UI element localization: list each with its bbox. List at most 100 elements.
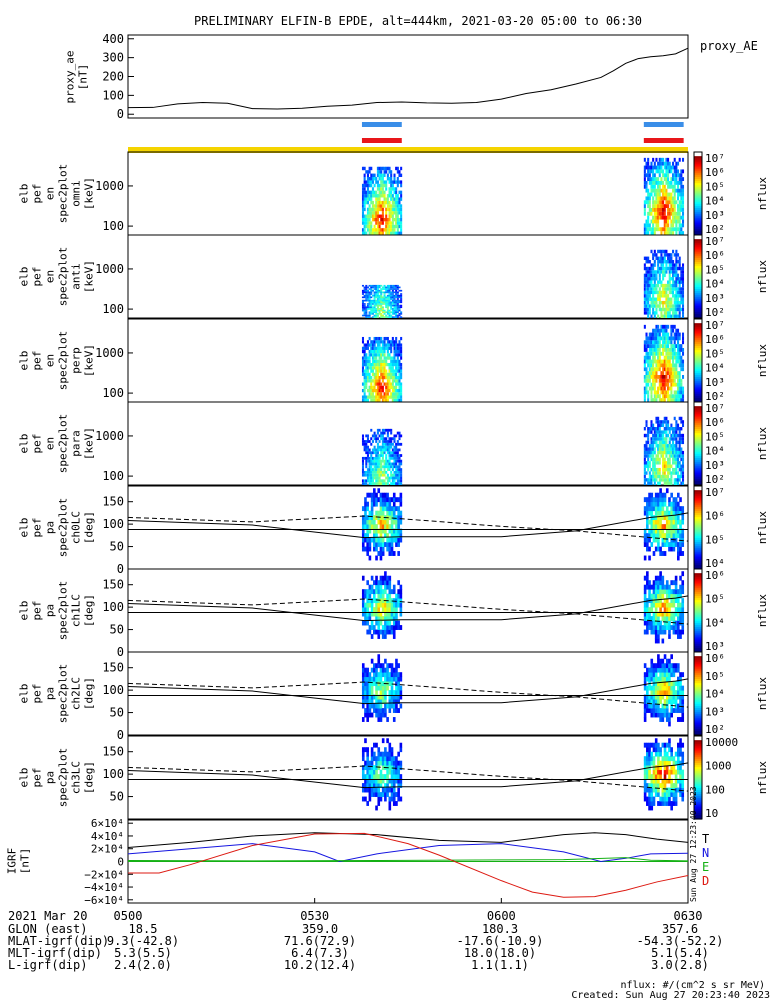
spectrogram-cell (652, 367, 655, 372)
spectrogram-cell (677, 398, 680, 402)
spectrogram-cell (647, 227, 650, 232)
spectrogram-cell (396, 448, 399, 452)
pitch-angle-cell (677, 616, 680, 621)
pitch-angle-cell (368, 778, 372, 784)
spectrogram-cell (370, 299, 373, 302)
spectrogram-cell (365, 291, 368, 294)
spectrogram-cell (391, 288, 394, 290)
spectrogram-cell (391, 382, 394, 386)
spectrogram-cell (383, 440, 386, 443)
spectrogram-cell (663, 290, 666, 295)
spectrogram-cell (655, 270, 658, 274)
pitch-angle-cell (361, 690, 365, 696)
pitch-angle-cell (672, 681, 676, 687)
spectrogram-cell (363, 470, 366, 474)
spectrogram-cell (670, 181, 673, 185)
pitch-angle-cell (663, 667, 667, 673)
colorbar-cell (694, 533, 702, 537)
spectrogram-cell (653, 378, 656, 383)
colorbar-cell (694, 703, 702, 707)
spectrogram-cell (677, 196, 680, 201)
spectrogram-cell (662, 256, 665, 261)
pitch-angle-cell (681, 533, 685, 538)
pitch-angle-cell (646, 747, 649, 753)
spectrogram-cell (363, 304, 366, 307)
spectrogram-cell (391, 296, 394, 299)
spectrogram-cell (673, 471, 676, 475)
pitch-angle-cell (665, 611, 669, 617)
spectrogram-cell (655, 390, 658, 395)
pitch-angle-cell (677, 510, 680, 516)
pitch-angle-cell (652, 676, 656, 682)
spectrogram-cell (375, 451, 378, 455)
spectrogram-cell (675, 355, 678, 360)
colorbar-cell (694, 333, 702, 337)
spectrogram-cell (652, 304, 655, 308)
spectrogram-cell (660, 249, 663, 254)
pitch-angle-cell (377, 756, 381, 762)
colorbar-cell (694, 460, 702, 463)
pitch-angle-cell (681, 519, 685, 525)
spectrogram-cell (655, 200, 658, 205)
spectrogram-cell (680, 215, 683, 220)
spectrogram-cell (673, 467, 676, 472)
spectrogram-cell (655, 204, 658, 209)
pitch-angle-cell (643, 783, 647, 788)
spectrogram-cell (660, 215, 663, 220)
pitch-angle-cell (659, 712, 662, 718)
spectrogram-cell (370, 183, 373, 188)
pitch-angle-cell (661, 551, 665, 556)
spectrogram-cell (648, 211, 651, 216)
spectrogram-cell (650, 184, 653, 189)
spectrogram-cell (657, 280, 660, 284)
spectrogram-cell (657, 270, 660, 274)
spectrogram-cell (383, 284, 386, 287)
pitch-angle-cell (663, 801, 667, 806)
pitch-angle-cell (388, 524, 392, 530)
spectrogram-cell (365, 482, 368, 485)
colorbar-cell (694, 203, 702, 207)
spectrogram-cell (673, 378, 676, 383)
pitch-angle-cell (668, 634, 671, 639)
spectrogram-cell (662, 437, 665, 441)
spectrogram-cell (391, 456, 394, 460)
spectrogram-cell (675, 328, 678, 333)
spectrogram-cell (680, 266, 683, 271)
colorbar-cell (694, 498, 702, 502)
spectrogram-cell (667, 169, 670, 174)
pitch-angle-cell (657, 747, 660, 753)
spectrogram-cell (371, 187, 374, 191)
pitch-angle-cell (370, 792, 374, 797)
pitch-angle-cell (364, 667, 367, 673)
spectrogram-cell (678, 447, 681, 451)
spectrogram-cell (663, 474, 666, 479)
pitch-angle-cell (674, 681, 678, 687)
spectrogram-cell (653, 192, 656, 197)
pitch-angle-cell (368, 703, 372, 709)
pitch-angle-cell (654, 528, 658, 534)
pitch-angle-cell (399, 607, 403, 613)
colorbar-tick-label: 10⁶ (705, 569, 725, 582)
spectrogram-cell (391, 200, 394, 205)
spectrogram-cell (643, 165, 646, 170)
pitch-angle-cell (384, 519, 387, 525)
spectrogram-cell (675, 447, 678, 451)
spectrogram-cell (643, 184, 646, 189)
spectrogram-cell (658, 423, 661, 428)
spectrogram-cell (371, 289, 374, 292)
spectrogram-cell (388, 479, 391, 483)
pitch-angle-cell (373, 515, 376, 521)
spectrogram-cell (658, 300, 661, 305)
pitch-angle-cell (677, 611, 680, 617)
pitch-angle-cell (646, 756, 649, 762)
spectrogram-cell (365, 434, 368, 438)
spectrogram-cell (673, 447, 676, 451)
spectrogram-cell (363, 362, 366, 367)
pitch-angle-cell (681, 756, 685, 762)
spectrogram-cell (363, 346, 366, 350)
spectrogram-cell (647, 231, 650, 235)
spectrogram-cell (386, 197, 389, 201)
pitch-angle-cell (663, 501, 667, 507)
pitch-angle-cell (379, 792, 383, 797)
